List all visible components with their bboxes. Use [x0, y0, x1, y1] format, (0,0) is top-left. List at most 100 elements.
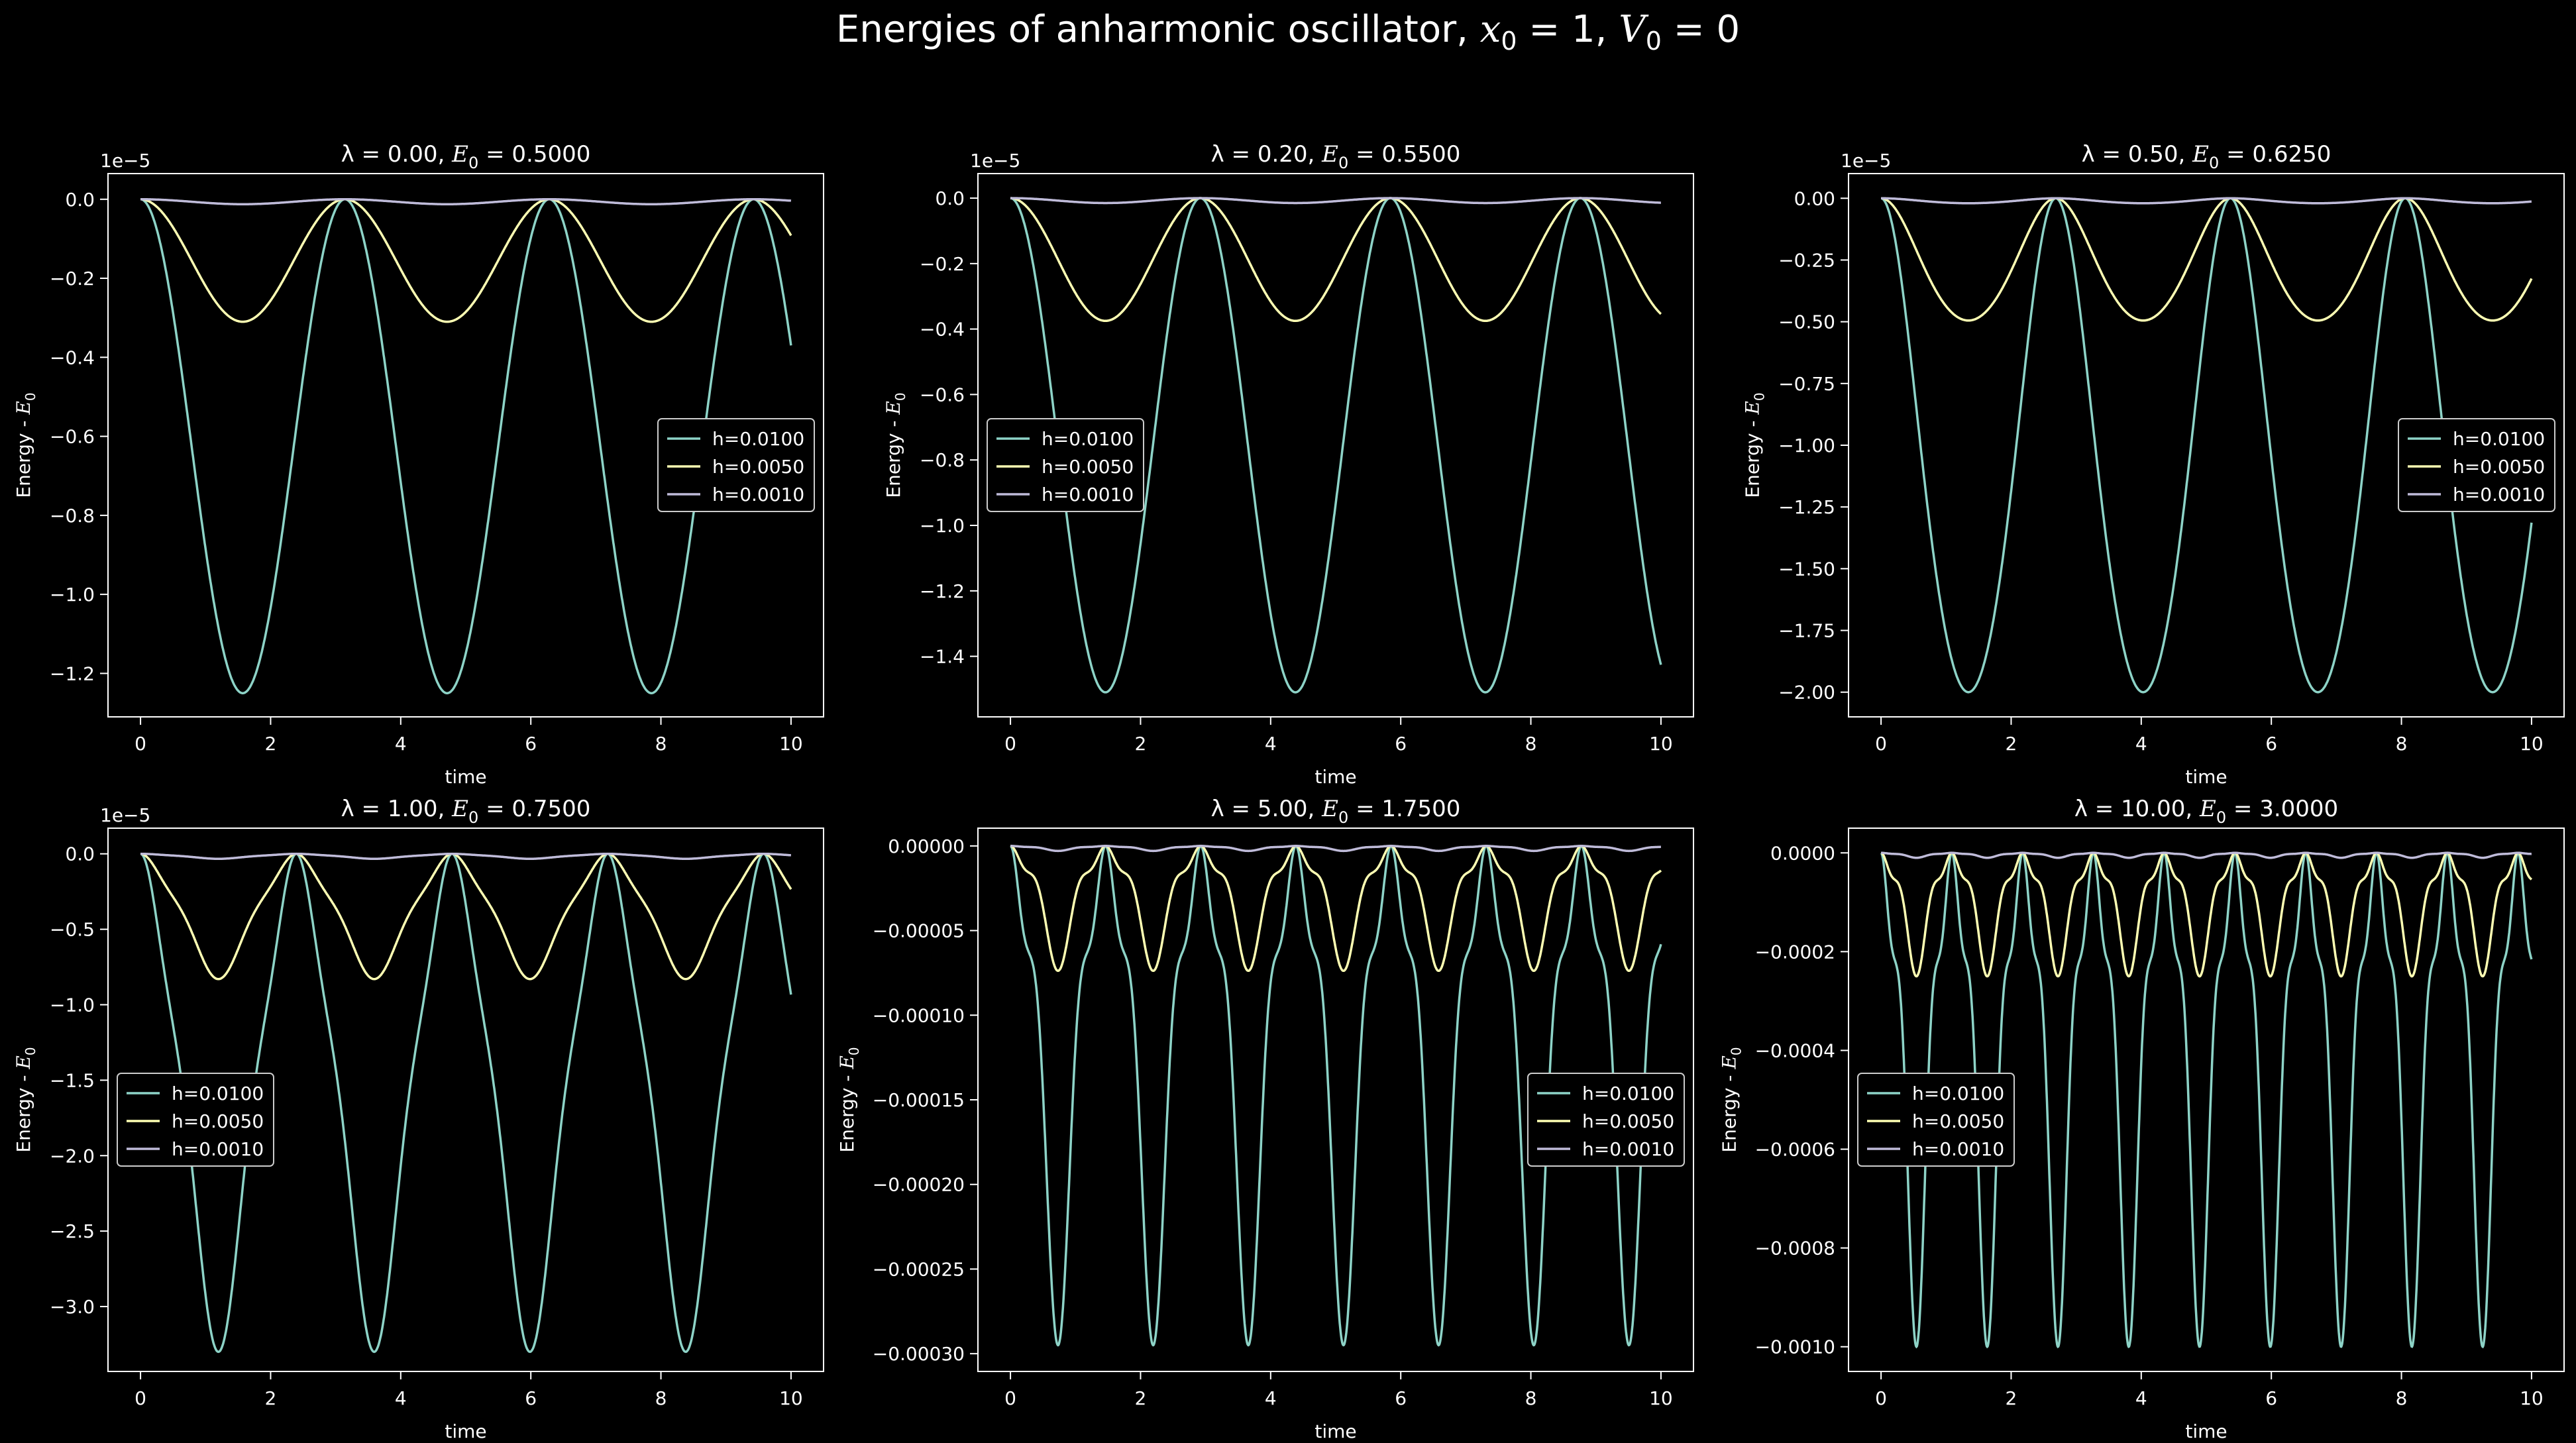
x-tick-label: 10 — [1649, 733, 1673, 755]
subplot-title: λ = 10.00, E0 = 3.0000 — [2074, 796, 2338, 827]
y-axis-label: Energy - E0 — [1742, 392, 1768, 498]
y-tick-label: −1.25 — [1778, 496, 1835, 518]
y-tick-label: −0.75 — [1778, 373, 1835, 395]
x-axis-label: time — [445, 766, 486, 788]
series-line-h-0-0100 — [1880, 851, 2533, 1349]
subplot-2: λ = 0.20, E0 = 0.5500 0 2 4 6 8 10 0.0 −0.2 −0.4 −… — [883, 141, 1694, 788]
y-tick-label: −0.6 — [920, 384, 965, 405]
legend: h=0.0100 h=0.0050 h=0.0010 — [987, 418, 1144, 512]
x-tick-label: 2 — [1135, 733, 1147, 755]
y-tick-label: −0.4 — [920, 319, 965, 341]
y-tick-label: −1.4 — [920, 646, 965, 668]
x-tick-label: 8 — [2396, 733, 2408, 755]
series-lines — [1010, 197, 1662, 694]
series-line-h-0-0100 — [1010, 197, 1662, 694]
series-line-h-0-0010 — [140, 852, 791, 860]
series-line-h-0-0010 — [1010, 197, 1661, 205]
y-tick-label: −0.5 — [50, 919, 95, 941]
y-tick-label: −0.0002 — [1755, 941, 1835, 963]
y-tick-label: −0.00010 — [873, 1004, 965, 1026]
axes-frame — [107, 173, 824, 718]
legend-label: h=0.0010 — [1912, 1138, 2004, 1160]
series-line-h-0-0010 — [1010, 845, 1661, 853]
y-tick-label: −1.50 — [1778, 558, 1835, 580]
x-tick-label: 4 — [395, 733, 407, 755]
x-tick-label: 0 — [1875, 1387, 1887, 1409]
axes-frame — [1848, 828, 2565, 1372]
x-tick-label: 2 — [2006, 733, 2017, 755]
x-tick-label: 0 — [134, 1387, 146, 1409]
x-tick-label: 8 — [1525, 733, 1537, 755]
y-tick-label: 0.0 — [935, 187, 965, 209]
x-tick-label: 4 — [1265, 733, 1277, 755]
legend: h=0.0100 h=0.0050 h=0.0010 — [117, 1073, 274, 1167]
x-tick-label: 2 — [1135, 1387, 1147, 1409]
axis-offset-text: 1e−5 — [100, 804, 150, 826]
legend-label: h=0.0100 — [1042, 428, 1134, 450]
series-line-h-0-0100 — [1010, 844, 1662, 1347]
subplot-title: λ = 0.50, E0 = 0.6250 — [2082, 141, 2332, 172]
x-tick-label: 4 — [2135, 1387, 2147, 1409]
y-axis-label: Energy - E0 — [1719, 1047, 1744, 1152]
x-tick-label: 6 — [525, 733, 537, 755]
subplot-6: λ = 10.00, E0 = 3.0000 0 2 4 6 8 10 0.0000 −0.00… — [1719, 796, 2565, 1442]
legend-label: h=0.0010 — [1582, 1138, 1674, 1160]
legend-box — [117, 1073, 274, 1167]
series-line-h-0-0100 — [1881, 197, 2533, 694]
y-axis-label: Energy - E0 — [13, 1047, 38, 1152]
y-tick-label: −0.8 — [50, 505, 95, 527]
x-tick-label: 4 — [395, 1387, 407, 1409]
y-tick-label: 0.00 — [1794, 187, 1835, 209]
x-axis-label: time — [445, 1420, 486, 1442]
axis-offset-text: 1e−5 — [1841, 150, 1891, 172]
x-tick-label: 8 — [2396, 1387, 2408, 1409]
y-axis-label: Energy - E0 — [883, 392, 908, 498]
x-axis-label: time — [2185, 1420, 2227, 1442]
series-line-h-0-0010 — [1881, 197, 2532, 205]
y-tick-label: −0.00030 — [873, 1343, 965, 1365]
y-tick-label: −1.0 — [50, 584, 95, 606]
y-tick-label: 0.0000 — [1770, 842, 1835, 864]
legend-label: h=0.0100 — [712, 428, 804, 450]
subplot-3: λ = 0.50, E0 = 0.6250 0 2 4 6 8 10 0.00 −0.25 −0.… — [1742, 141, 2565, 788]
y-tick-label: −0.50 — [1778, 311, 1835, 333]
subplot-1: λ = 0.00, E0 = 0.5000 0 2 4 6 8 10 0.0 −0.2 −0.4 −… — [13, 141, 824, 788]
y-tick-label: −1.2 — [920, 580, 965, 602]
x-tick-label: 0 — [134, 733, 146, 755]
x-tick-label: 10 — [779, 1387, 803, 1409]
x-tick-label: 6 — [2265, 1387, 2277, 1409]
legend-label: h=0.0050 — [1582, 1110, 1674, 1132]
x-tick-label: 8 — [1525, 1387, 1537, 1409]
subplot-title: λ = 1.00, E0 = 0.7500 — [341, 796, 591, 827]
legend-label: h=0.0050 — [712, 456, 804, 478]
legend: h=0.0100 h=0.0050 h=0.0010 — [1857, 1073, 2015, 1167]
x-tick-label: 10 — [779, 733, 803, 755]
y-axis-label: Energy - E0 — [13, 392, 38, 498]
axes-frame — [107, 828, 824, 1372]
series-line-h-0-0050 — [1880, 851, 2533, 978]
y-tick-label: −0.00020 — [873, 1174, 965, 1196]
legend-label: h=0.0050 — [2453, 456, 2545, 478]
y-tick-label: −1.75 — [1778, 620, 1835, 642]
subplot-4: λ = 1.00, E0 = 0.7500 0 2 4 6 8 10 0.0 −0.5 −1.0 −… — [13, 796, 824, 1442]
x-tick-label: 8 — [655, 1387, 667, 1409]
x-tick-label: 6 — [1395, 1387, 1407, 1409]
x-axis-label: time — [1315, 1420, 1356, 1442]
axis-offset-text: 1e−5 — [100, 150, 150, 172]
legend-label: h=0.0010 — [712, 484, 804, 506]
y-axis-label: Energy - E0 — [836, 1047, 862, 1152]
series-lines — [140, 198, 792, 694]
axis-offset-text: 1e−5 — [970, 150, 1020, 172]
legend: h=0.0100 h=0.0050 h=0.0010 — [657, 418, 815, 512]
y-tick-label: −0.00015 — [873, 1089, 965, 1111]
y-tick-label: −1.2 — [50, 663, 95, 684]
legend-box — [1857, 1073, 2015, 1167]
y-tick-label: −0.2 — [50, 268, 95, 290]
legend-label: h=0.0010 — [2453, 484, 2545, 506]
y-tick-label: 0.0 — [65, 189, 95, 211]
legend-label: h=0.0100 — [1582, 1083, 1674, 1104]
x-tick-label: 6 — [1395, 733, 1407, 755]
legend-label: h=0.0050 — [172, 1110, 264, 1132]
series-line-h-0-0050 — [140, 198, 792, 323]
